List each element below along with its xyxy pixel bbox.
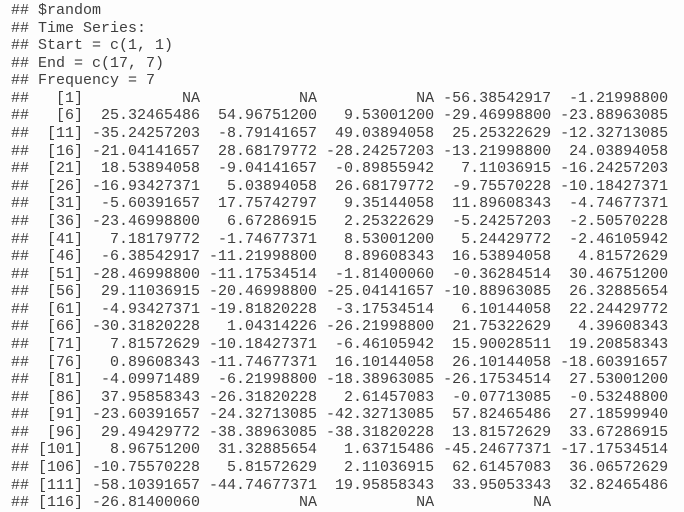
r-console-output: ## $random ## Time Series: ## Start = c(…	[11, 2, 669, 512]
r-console-text: ## $random ## Time Series: ## Start = c(…	[11, 2, 669, 512]
